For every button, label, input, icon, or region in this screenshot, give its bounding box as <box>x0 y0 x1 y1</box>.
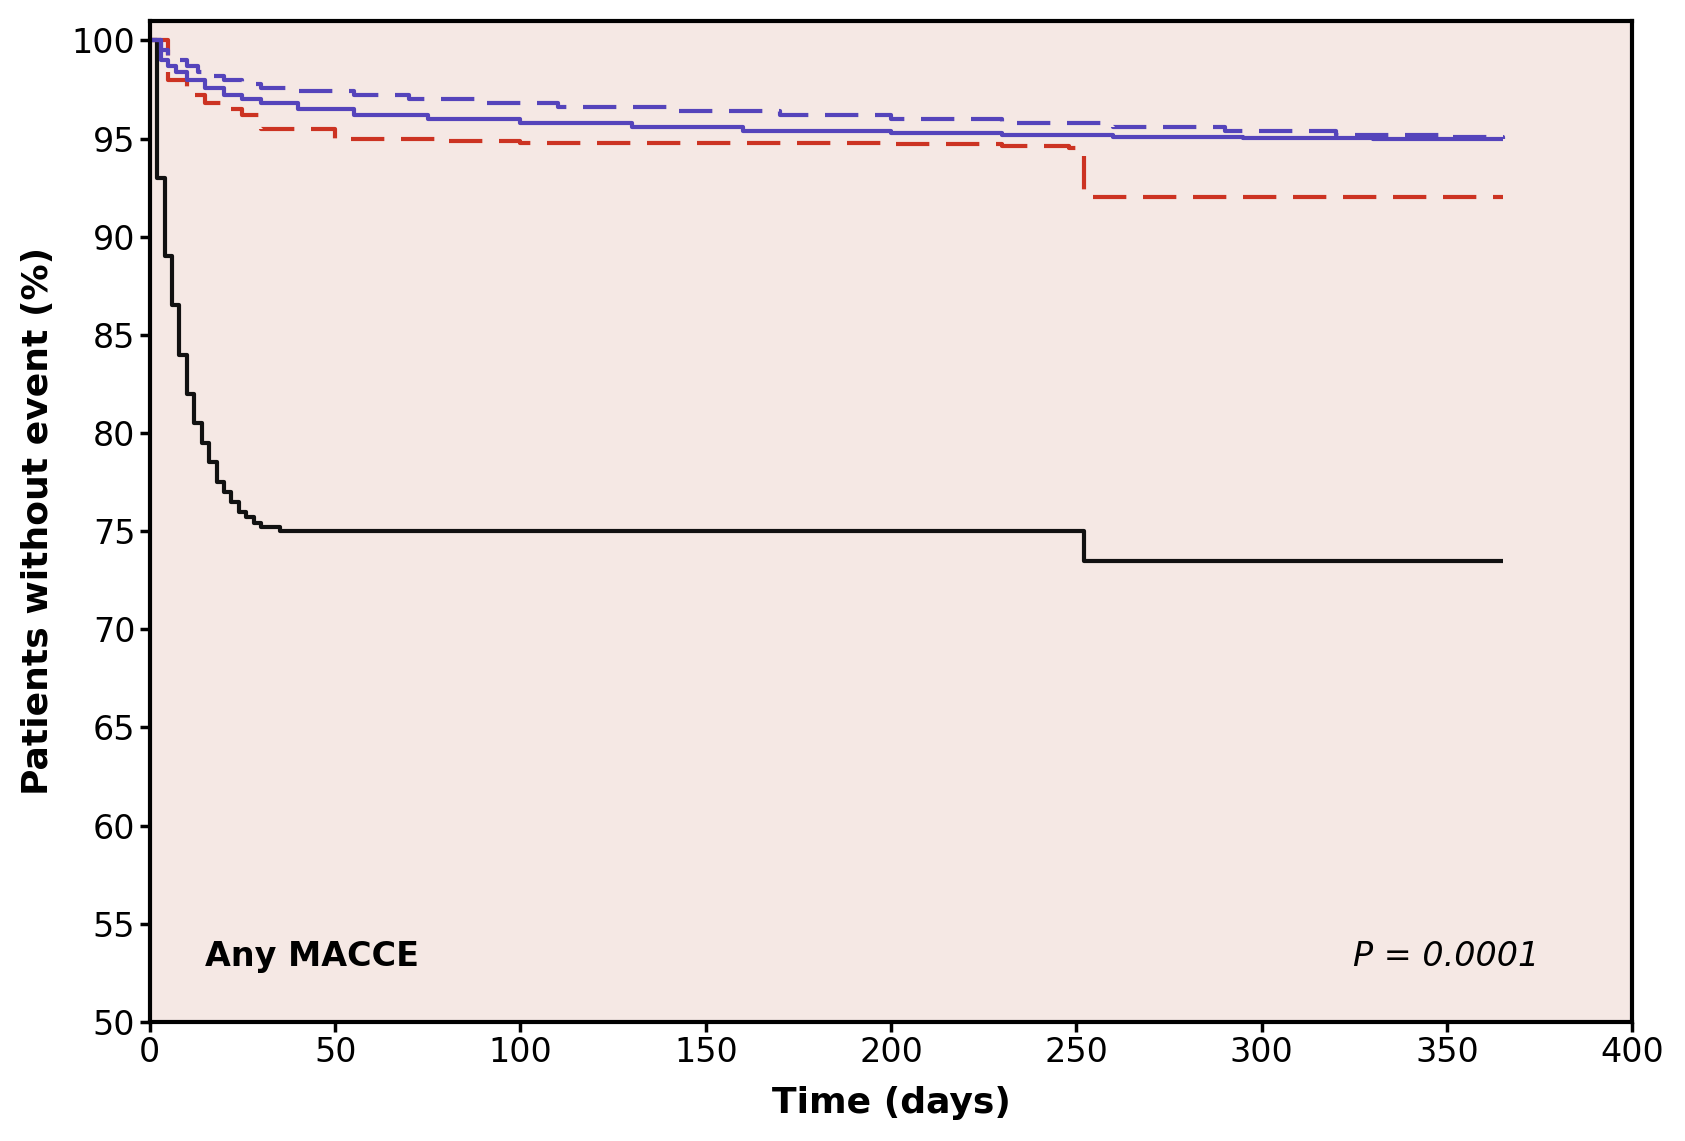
Text: P = 0.0001: P = 0.0001 <box>1353 940 1540 973</box>
Text: Any MACCE: Any MACCE <box>206 940 420 973</box>
X-axis label: Time (days): Time (days) <box>772 1086 1011 1120</box>
Y-axis label: Patients without event (%): Patients without event (%) <box>20 248 56 795</box>
